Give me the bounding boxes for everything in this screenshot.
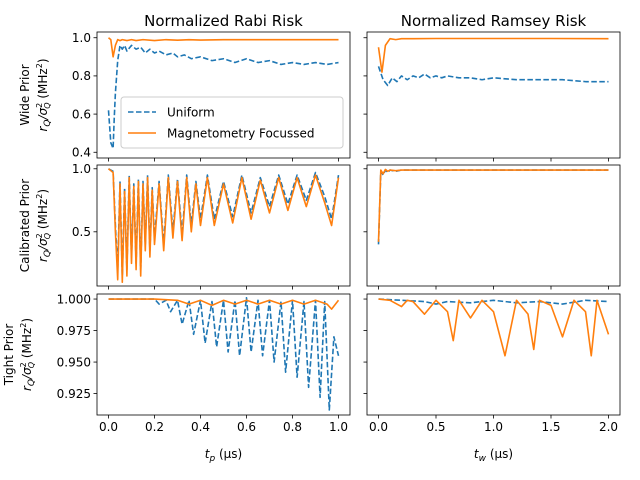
y-tick-label: 0.5 — [72, 225, 91, 239]
y-label-part: /σ — [20, 367, 34, 380]
series-magnetometry-line — [107, 168, 340, 284]
series-magnetometry-line — [107, 37, 339, 58]
axes-frame — [366, 164, 621, 287]
y-axis-label-bottom: rQ/σ2Q (MHz2) — [19, 318, 37, 391]
panel-r0-c1 — [363, 31, 621, 162]
x-tick-label: 1.0 — [329, 420, 348, 434]
y-label-part: 2 — [35, 194, 44, 199]
panel-r1-c0: 0.5 1.0 — [72, 162, 351, 290]
y-label-part: (MHz — [20, 328, 34, 362]
y-label-part: r — [20, 385, 34, 391]
y-tick-label: 0.925 — [57, 387, 91, 401]
y-label-part: /σ — [36, 107, 50, 120]
x-axis-label: tp (μs) — [205, 447, 243, 464]
column-title: Normalized Rabi Risk — [144, 12, 303, 30]
legend-label-1: Magnetometry Focussed — [167, 127, 315, 141]
axes-frame — [96, 164, 351, 287]
x-tick-label: 2.0 — [599, 420, 618, 434]
y-label-part: Q — [43, 233, 52, 239]
x-axis-label-unit: (μs) — [215, 447, 242, 461]
x-tick-label: 1.5 — [541, 420, 560, 434]
axes-frame — [96, 293, 351, 416]
y-axis-label-top: Wide Prior — [18, 64, 32, 125]
x-tick-label: 0.8 — [283, 420, 302, 434]
y-label-part: 2 — [35, 63, 44, 68]
y-axis-label-bottom: rQ/σ2Q (MHz2) — [35, 189, 53, 262]
panel-r2-c0: 0.0 0.2 0.4 0.6 0.8 1.0 0.925 0.950 0.975 1.000 — [57, 292, 351, 434]
x-tick-label: 0.6 — [237, 420, 256, 434]
legend-label-0: Uniform — [167, 106, 215, 120]
y-tick-label: 0.950 — [57, 355, 91, 369]
y-label-part: 2 — [35, 233, 44, 238]
y-label-part: Q — [27, 362, 36, 368]
y-label-part: r — [36, 256, 50, 262]
y-label-part: Q — [43, 102, 52, 108]
panel-r1-c1 — [363, 164, 621, 290]
x-axis-label: tw (μs) — [474, 447, 513, 464]
series-magnetometry-line — [377, 168, 609, 242]
y-label-part: /σ — [36, 238, 50, 251]
y-label-part: r — [36, 126, 50, 132]
y-tick-label: 0.4 — [72, 146, 91, 160]
panel-r2-c1: 0.0 0.5 1.0 1.5 2.0 — [363, 293, 621, 434]
series-magnetometry-line — [377, 37, 609, 73]
y-axis-label-top: Tight Prior — [2, 324, 16, 387]
legend: Uniform Magnetometry Focussed — [120, 96, 344, 149]
x-tick-label: 0.5 — [426, 420, 445, 434]
x-axis-label-sub: p — [208, 454, 215, 464]
y-tick-label: 1.000 — [57, 292, 91, 306]
series-magnetometry-line — [108, 298, 340, 310]
axes-frame — [96, 31, 351, 159]
series-magnetometry-line — [378, 298, 610, 357]
x-tick-label: 0.4 — [191, 420, 210, 434]
series-uniform-line — [377, 169, 609, 245]
series-uniform-line — [377, 66, 609, 87]
series-uniform-line — [107, 44, 339, 150]
y-label-part: ) — [36, 189, 50, 194]
y-label-part: Q — [43, 250, 53, 257]
y-label-part: (MHz — [36, 68, 50, 102]
x-axis-label-main: t — [205, 447, 211, 461]
y-tick-label: 0.8 — [72, 69, 91, 83]
y-tick-label: 1.0 — [72, 162, 91, 176]
x-axis-label-sub: w — [479, 454, 487, 464]
y-label-part: (MHz — [36, 199, 50, 233]
series-uniform-line — [108, 296, 340, 411]
y-tick-label: 0.6 — [72, 107, 91, 121]
y-tick-label: 1.0 — [72, 31, 91, 45]
y-label-part: 2 — [19, 362, 28, 367]
x-axis-label-main: t — [474, 447, 480, 461]
x-tick-label: 0.0 — [99, 420, 118, 434]
y-label-part: ) — [20, 318, 34, 323]
y-label-part: Q — [27, 379, 37, 386]
y-axis-label-top: Calibrated Prior — [18, 179, 32, 272]
x-tick-label: 0.2 — [145, 420, 164, 434]
y-label-part: 2 — [35, 103, 44, 108]
y-label-part: ) — [36, 58, 50, 63]
x-tick-label: 0.0 — [369, 420, 388, 434]
y-label-part: 2 — [19, 323, 28, 328]
axes-frame — [366, 31, 621, 159]
x-axis-label-unit: (μs) — [486, 447, 513, 461]
y-label-part: Q — [43, 119, 53, 126]
y-tick-label: 0.975 — [57, 324, 91, 338]
panel-r0-c0: 0.4 0.6 0.8 1.0 — [72, 31, 351, 162]
x-tick-label: 1.0 — [484, 420, 503, 434]
y-axis-label-bottom: rQ/σ2Q (MHz2) — [35, 58, 53, 131]
legend-box — [120, 96, 344, 149]
column-title: Normalized Ramsey Risk — [401, 12, 587, 30]
